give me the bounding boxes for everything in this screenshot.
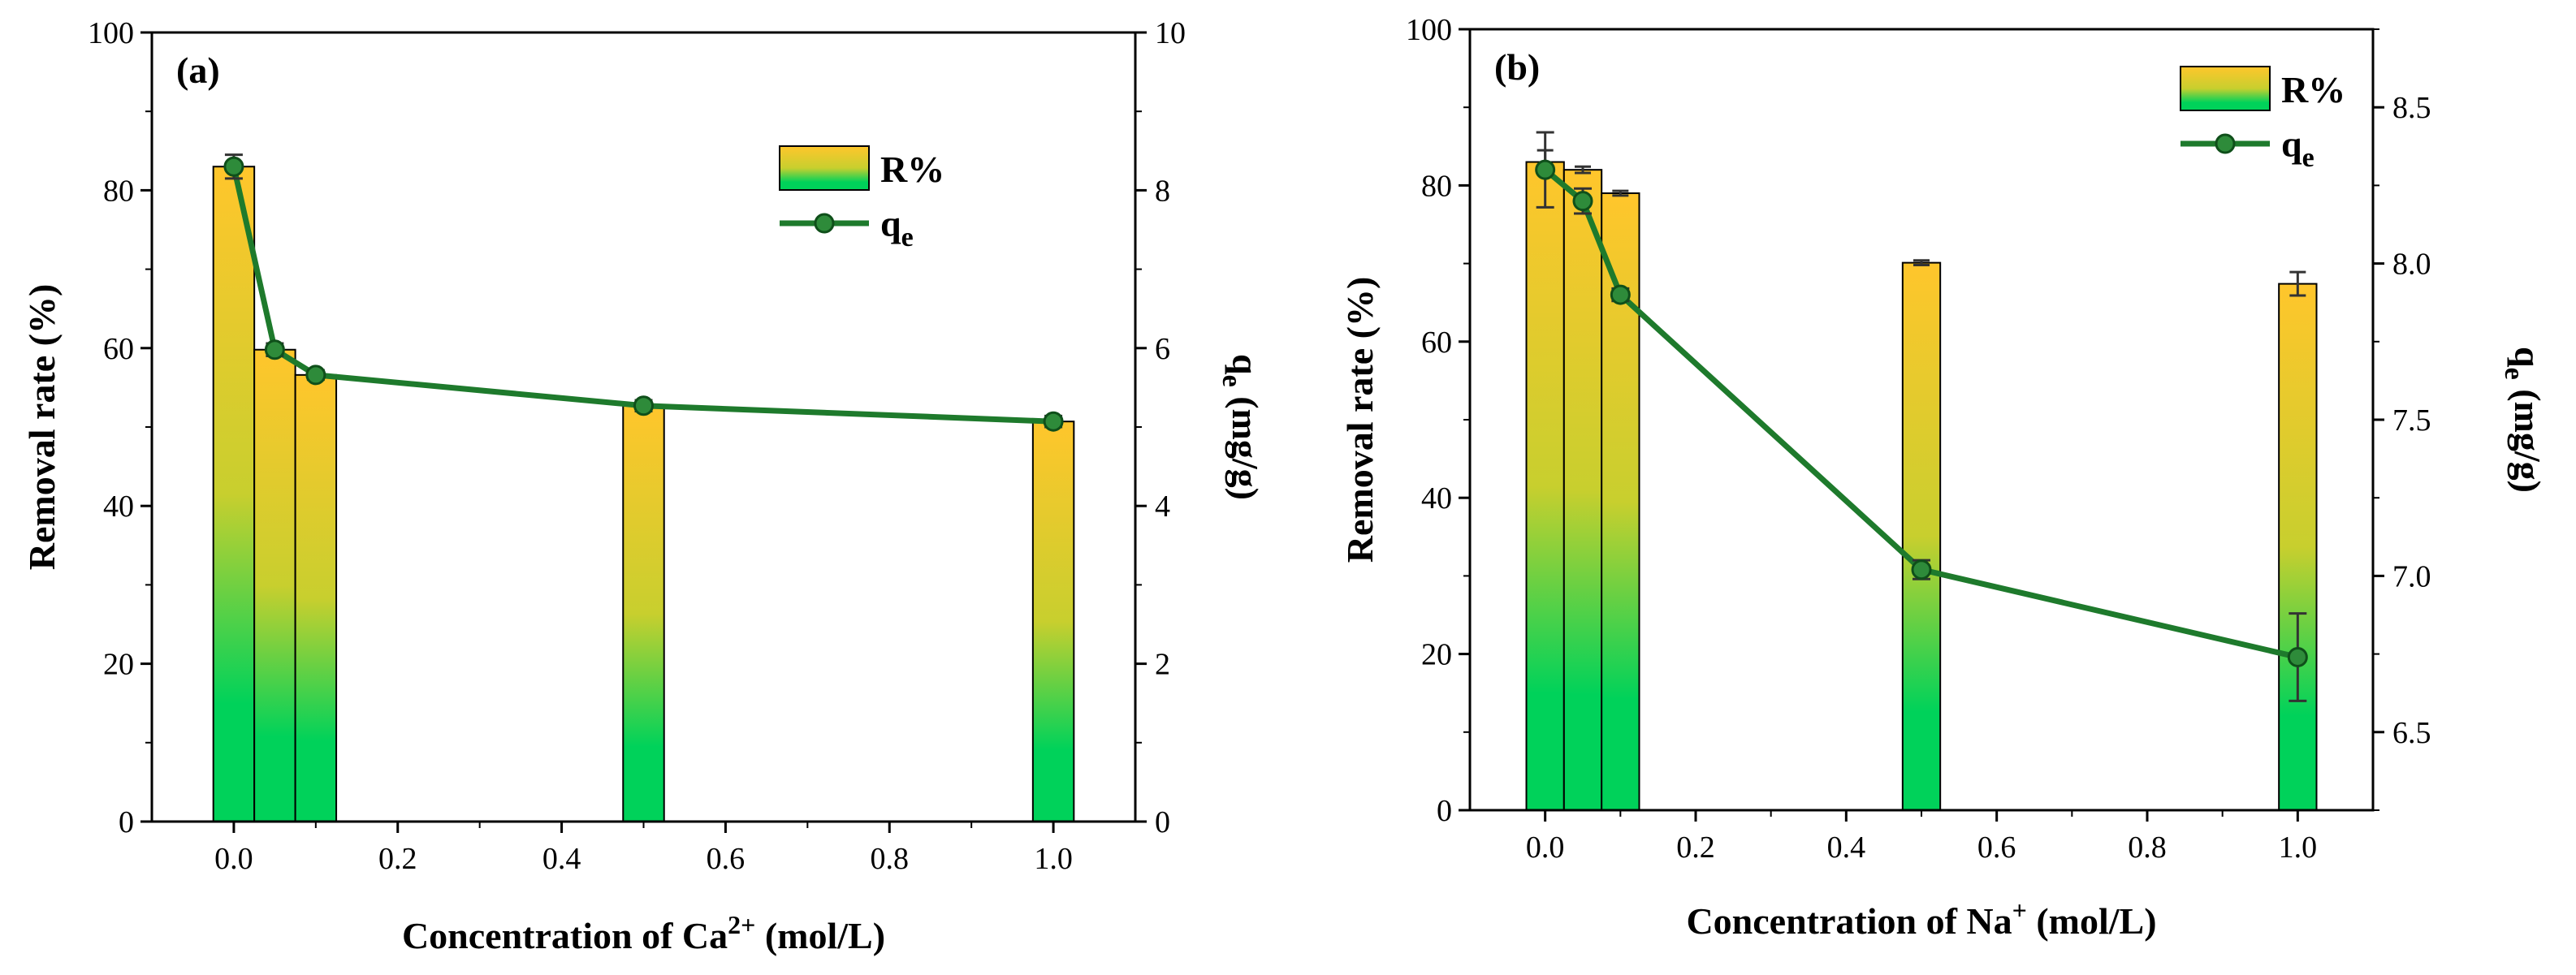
y2-tick-label: 8 xyxy=(1155,174,1170,208)
qe-point-1 xyxy=(264,339,285,360)
y-tick-label: 20 xyxy=(103,648,134,682)
qe-point-0 xyxy=(223,156,244,177)
bar-4 xyxy=(1031,421,1075,822)
y-tick-label: 40 xyxy=(1421,481,1452,516)
qe-point-4 xyxy=(1043,411,1064,432)
legend-bar-label: R% xyxy=(2281,69,2345,110)
qe-point-1 xyxy=(1572,191,1593,212)
y-axis-title: Removal rate (%) xyxy=(21,284,63,571)
y2-tick-label: 4 xyxy=(1155,490,1170,524)
bar-0 xyxy=(1525,161,1565,812)
y-tick-label: 100 xyxy=(1406,13,1452,47)
x-tick-label: 0.4 xyxy=(542,842,581,876)
panel-label: (a) xyxy=(176,50,220,91)
y-tick-label: 100 xyxy=(88,16,134,50)
y-tick-label: 80 xyxy=(103,174,134,208)
y2-tick-label: 8.0 xyxy=(2392,248,2431,282)
bar-1 xyxy=(253,348,296,822)
y2-tick-label: 0 xyxy=(1155,805,1170,839)
bar-4 xyxy=(2278,283,2318,811)
y2-tick-label: 7.5 xyxy=(2392,403,2431,438)
x-tick-label: 0.8 xyxy=(2128,830,2167,865)
bar-0 xyxy=(212,166,256,823)
y2-tick-label: 6 xyxy=(1155,332,1170,366)
legend-bar-swatch xyxy=(779,145,870,191)
panel-b-chart: 0.0 0.2 0.4 0.6 0.8 1.0 0 20 40 60 80 100 6.5 7.0 7.5 8… xyxy=(1339,13,2548,942)
qe-line xyxy=(231,166,1054,425)
x-tick-label: 0.4 xyxy=(1827,830,1866,865)
y2-tick-label: 8.5 xyxy=(2392,91,2431,125)
y2-tick-label: 6.5 xyxy=(2392,716,2431,750)
y2-tick-label: 2 xyxy=(1155,648,1170,682)
y2-axis-title: qe (mg/g) xyxy=(2499,347,2548,493)
y-tick-label: 60 xyxy=(1421,326,1452,360)
y-tick-label: 40 xyxy=(103,490,134,524)
panel-a-chart: 0.0 0.2 0.4 0.6 0.8 1.0 0 20 40 60 80 100 0 2 4 6 8 10 (a)… xyxy=(21,16,1266,956)
panel-label: (b) xyxy=(1494,46,1540,88)
x-tick-label: 0.6 xyxy=(1977,830,2016,865)
y-axis-title: Removal rate (%) xyxy=(1339,277,1381,563)
bar-3 xyxy=(1901,261,1942,811)
legend-line-label: qe xyxy=(880,203,914,252)
x-tick-label: 0.2 xyxy=(378,842,417,876)
bar-3 xyxy=(622,404,665,823)
legend-line-marker xyxy=(814,213,835,234)
y2-axis-title: qe (mg/g) xyxy=(1217,354,1266,500)
y-tick-label: 20 xyxy=(1421,638,1452,672)
x-tick-label: 1.0 xyxy=(1034,842,1073,876)
y-tick-label: 60 xyxy=(103,332,134,366)
y2-tick-label: 7.0 xyxy=(2392,559,2431,593)
legend-line-marker xyxy=(2215,133,2236,154)
x-tick-label: 0.0 xyxy=(214,842,253,876)
legend-bar-swatch xyxy=(2180,66,2271,111)
qe-point-3 xyxy=(1911,559,1932,580)
legend-line-label: qe xyxy=(2281,123,2315,173)
x-axis-title: Concentration of Na+ (mol/L) xyxy=(1686,895,2156,942)
x-tick-label: 0.2 xyxy=(1676,830,1715,865)
qe-point-0 xyxy=(1535,159,1556,180)
y-tick-label: 80 xyxy=(1421,169,1452,203)
x-axis-title: Concentration of Ca2+ (mol/L) xyxy=(402,910,885,956)
bar-2 xyxy=(294,373,338,822)
y-tick-label: 0 xyxy=(1437,794,1452,828)
legend-bar-label: R% xyxy=(880,149,944,190)
x-tick-label: 0.6 xyxy=(707,842,746,876)
y-tick-label: 0 xyxy=(119,805,134,839)
bar-1 xyxy=(1562,169,1603,812)
qe-point-2 xyxy=(305,365,326,386)
y2-tick-label: 10 xyxy=(1155,16,1186,50)
qe-point-2 xyxy=(1610,284,1631,305)
qe-point-3 xyxy=(633,395,654,416)
x-tick-label: 1.0 xyxy=(2279,830,2318,865)
x-tick-label: 0.8 xyxy=(871,842,910,876)
qe-point-4 xyxy=(2287,646,2308,667)
x-tick-label: 0.0 xyxy=(1526,830,1565,865)
